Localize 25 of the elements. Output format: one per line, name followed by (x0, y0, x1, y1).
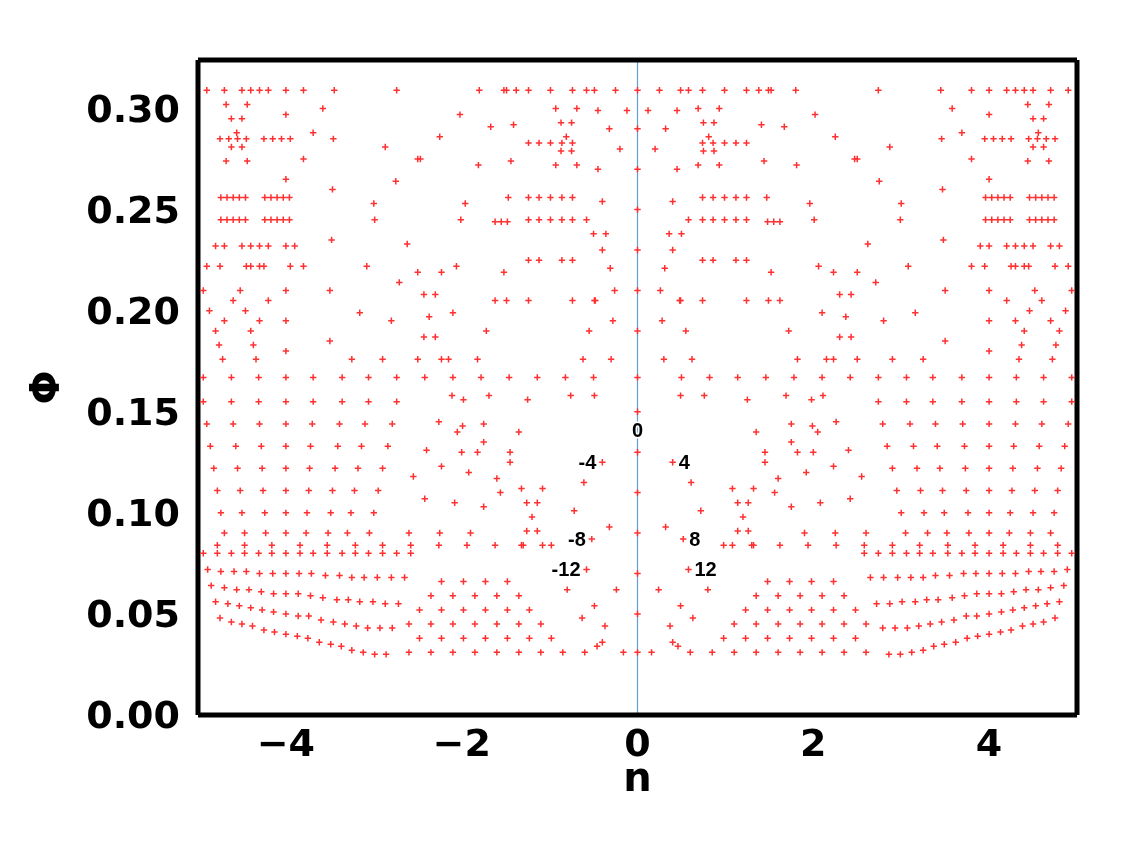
y-tick-label: 0.05 (86, 592, 180, 637)
annotation: -12 (551, 558, 581, 581)
x-tick-label: 2 (800, 720, 827, 765)
y-tick-label: 0.10 (86, 491, 180, 536)
point (633, 448, 642, 457)
x-tick-label: 4 (975, 720, 1003, 765)
annotation: 12 (694, 558, 717, 581)
y-tick-label: 0.20 (86, 289, 180, 334)
point (633, 407, 642, 416)
x-tick-label: −4 (256, 720, 316, 765)
point (633, 529, 642, 538)
point (633, 326, 642, 335)
y-tick-label: 0.30 (86, 87, 180, 132)
y-tick-label: 0.25 (86, 188, 180, 233)
x-tick-label: −2 (432, 720, 491, 765)
y-tick-label: 0.15 (86, 390, 180, 435)
point (633, 609, 642, 618)
annotation: -4 (578, 451, 598, 474)
annotation: -8 (568, 528, 586, 551)
y-tick-label: 0.00 (86, 693, 180, 738)
annotation: 8 (689, 528, 701, 551)
point (633, 246, 642, 254)
y-axis-title: Φ (22, 370, 68, 405)
point (633, 165, 642, 174)
annotation: 4 (678, 451, 691, 474)
